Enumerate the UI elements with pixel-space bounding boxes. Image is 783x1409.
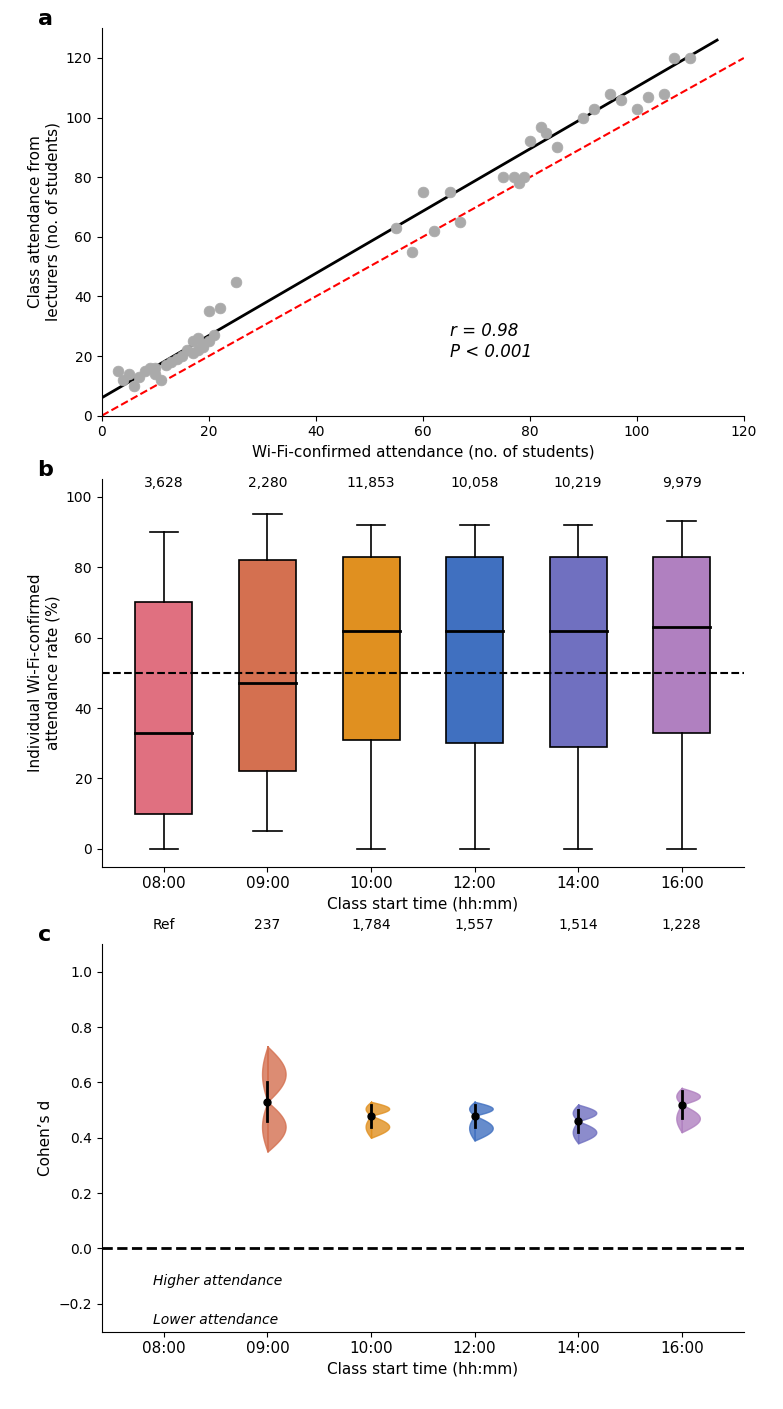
Point bbox=[657, 83, 669, 106]
Point bbox=[684, 46, 697, 69]
Point bbox=[192, 327, 204, 349]
Point bbox=[149, 356, 161, 379]
Bar bbox=[135, 603, 193, 813]
Point bbox=[513, 172, 525, 194]
Text: 10,219: 10,219 bbox=[554, 476, 602, 490]
Point bbox=[417, 180, 429, 203]
Point bbox=[604, 83, 616, 106]
Text: 1,557: 1,557 bbox=[455, 919, 494, 933]
Point bbox=[443, 180, 456, 203]
Point bbox=[139, 359, 151, 382]
Point bbox=[186, 330, 199, 352]
Point bbox=[192, 338, 204, 361]
X-axis label: Class start time (hh:mm): Class start time (hh:mm) bbox=[327, 896, 518, 912]
Point bbox=[588, 97, 601, 120]
Point bbox=[128, 375, 140, 397]
Point bbox=[497, 166, 510, 189]
Y-axis label: Class attendance from
lecturers (no. of students): Class attendance from lecturers (no. of … bbox=[27, 123, 60, 321]
Text: b: b bbox=[38, 459, 53, 479]
Text: 10,058: 10,058 bbox=[450, 476, 499, 490]
Point bbox=[641, 86, 654, 108]
Text: 11,853: 11,853 bbox=[347, 476, 395, 490]
Point bbox=[406, 241, 418, 263]
Y-axis label: Individual Wi-Fi-confirmed
attendance rate (%): Individual Wi-Fi-confirmed attendance ra… bbox=[27, 573, 60, 772]
Point bbox=[149, 362, 161, 385]
Point bbox=[518, 166, 531, 189]
Point bbox=[176, 345, 189, 368]
Text: Ref: Ref bbox=[153, 919, 175, 933]
Point bbox=[165, 351, 178, 373]
Point bbox=[122, 362, 135, 385]
Text: a: a bbox=[38, 8, 52, 28]
Point bbox=[171, 348, 183, 371]
Point bbox=[203, 300, 215, 323]
Point bbox=[186, 342, 199, 365]
Point bbox=[229, 271, 242, 293]
Text: 1,784: 1,784 bbox=[352, 919, 391, 933]
Text: r = 0.98
P < 0.001: r = 0.98 P < 0.001 bbox=[449, 321, 532, 361]
Point bbox=[111, 359, 124, 382]
Point bbox=[117, 369, 129, 392]
Text: c: c bbox=[38, 924, 51, 944]
Text: 2,280: 2,280 bbox=[247, 476, 287, 490]
Bar bbox=[653, 557, 710, 733]
Point bbox=[550, 137, 563, 159]
Point bbox=[144, 356, 157, 379]
Text: 237: 237 bbox=[254, 919, 280, 933]
Point bbox=[507, 166, 520, 189]
Point bbox=[181, 338, 193, 361]
Point bbox=[454, 210, 467, 232]
Text: 9,979: 9,979 bbox=[662, 476, 702, 490]
Point bbox=[539, 121, 552, 144]
Bar bbox=[550, 557, 607, 747]
Point bbox=[615, 89, 627, 111]
Text: 1,228: 1,228 bbox=[662, 919, 702, 933]
Point bbox=[630, 97, 643, 120]
Point bbox=[577, 106, 590, 128]
Text: Higher attendance: Higher attendance bbox=[153, 1274, 283, 1288]
Point bbox=[197, 335, 210, 358]
Point bbox=[160, 354, 172, 376]
Text: 3,628: 3,628 bbox=[144, 476, 184, 490]
Point bbox=[213, 297, 226, 320]
Text: Lower attendance: Lower attendance bbox=[153, 1313, 278, 1327]
Y-axis label: Cohen’s d: Cohen’s d bbox=[38, 1099, 53, 1177]
X-axis label: Class start time (hh:mm): Class start time (hh:mm) bbox=[327, 1361, 518, 1377]
Point bbox=[133, 365, 146, 387]
Point bbox=[390, 217, 402, 240]
Point bbox=[428, 220, 440, 242]
Point bbox=[534, 116, 547, 138]
Bar bbox=[239, 559, 296, 772]
Point bbox=[524, 130, 536, 152]
Point bbox=[203, 330, 215, 352]
Point bbox=[668, 46, 680, 69]
Text: 1,514: 1,514 bbox=[558, 919, 598, 933]
Point bbox=[208, 324, 221, 347]
X-axis label: Wi-Fi-confirmed attendance (no. of students): Wi-Fi-confirmed attendance (no. of stude… bbox=[251, 445, 594, 459]
Bar bbox=[343, 557, 399, 740]
Point bbox=[197, 333, 210, 355]
Point bbox=[154, 369, 167, 392]
Bar bbox=[446, 557, 503, 744]
